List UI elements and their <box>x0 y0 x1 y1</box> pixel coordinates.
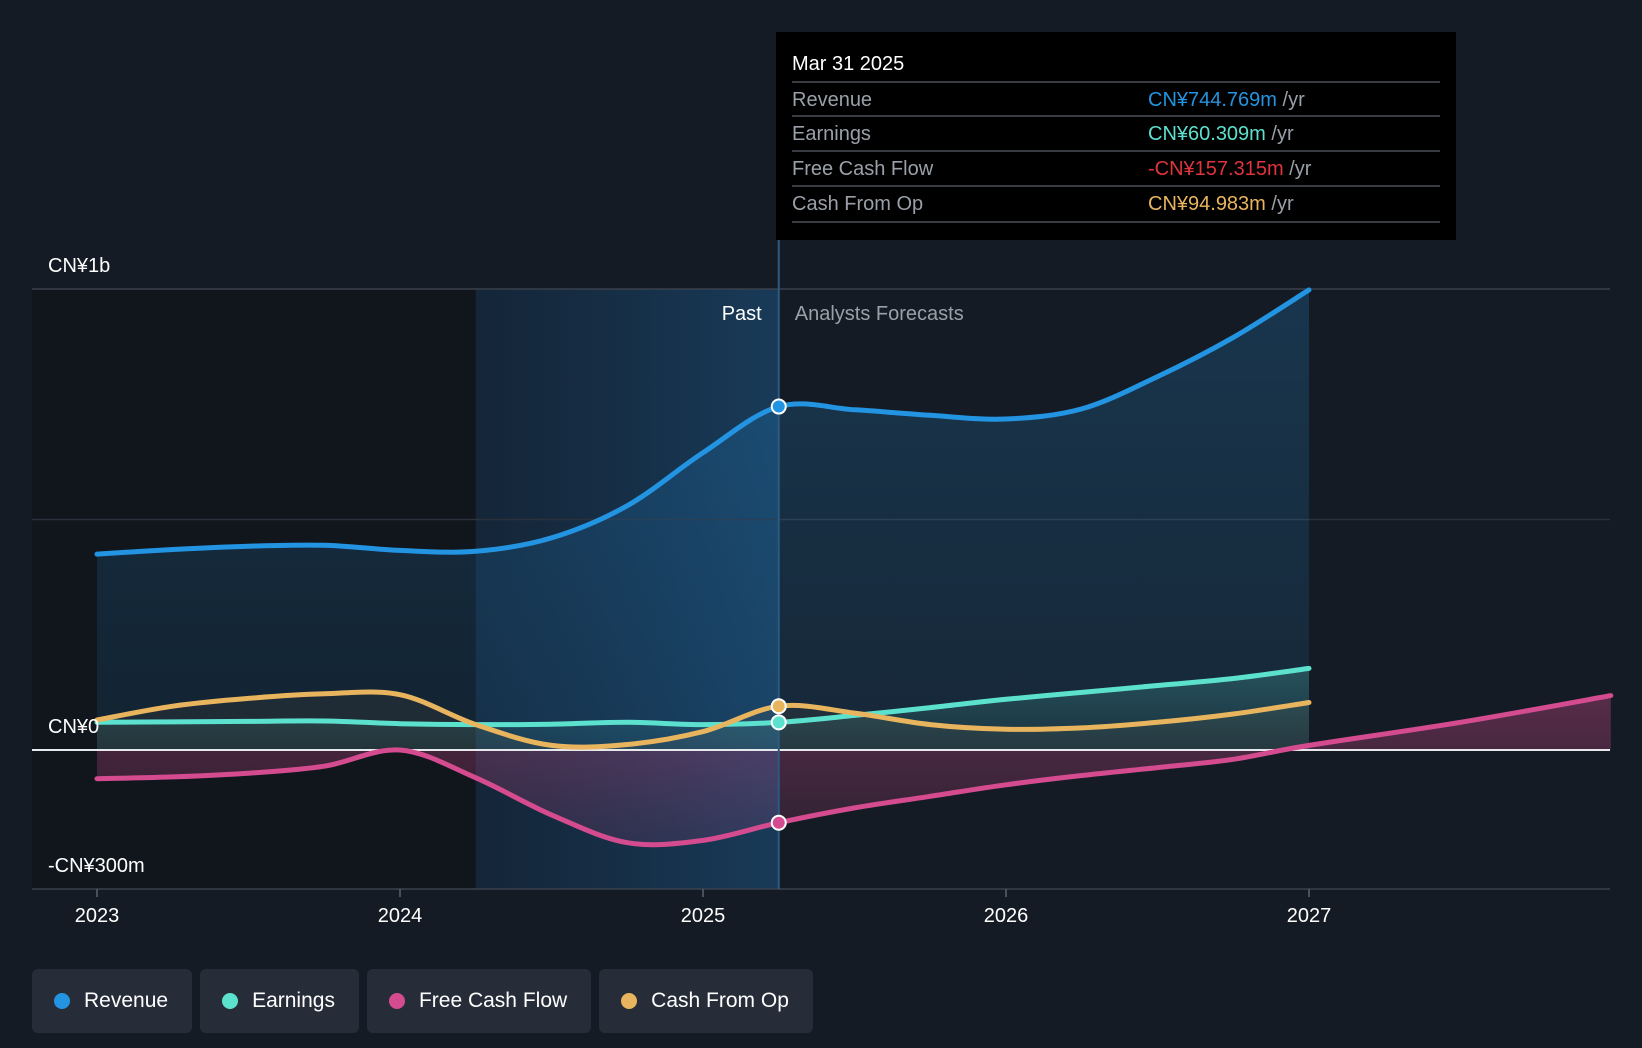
tooltip: Mar 31 2025 Revenue CN¥744.769m /yr Earnin… <box>776 32 1456 240</box>
legend-label: Free Cash Flow <box>418 989 568 1012</box>
cfo-marker[interactable] <box>770 698 787 715</box>
tooltip-row-label: Cash From Op <box>792 193 923 215</box>
fcf-area <box>97 695 1611 845</box>
y-tick-label-1b: CN¥1b <box>48 255 110 277</box>
legend-label: Revenue <box>84 989 169 1012</box>
y-tick-label-neg300m: -CN¥300m <box>48 855 145 877</box>
revenue-area <box>97 289 1309 750</box>
fcf-line <box>94 693 1614 848</box>
x-tick-label-2026: 2026 <box>984 905 1029 927</box>
legend-item-free-cash-flow[interactable]: Free Cash Flow <box>366 969 592 1033</box>
tooltip-value-unit: /yr <box>1266 193 1294 215</box>
tooltip-value-unit: /yr <box>1284 158 1312 180</box>
tooltip-row-label: Earnings <box>792 123 871 145</box>
cfo-area <box>97 691 1309 750</box>
tooltip-row-value: CN¥60.309m /yr <box>1148 123 1294 145</box>
tooltip-value-amount: -CN¥157.315m <box>1148 158 1284 180</box>
earnings-marker[interactable] <box>770 714 787 731</box>
revenue-line <box>94 287 1312 557</box>
legend: Revenue Earnings Free Cash Flow Cash Fro… <box>32 969 813 1033</box>
tooltip-date: Mar 31 2025 <box>792 53 904 75</box>
legend-item-earnings[interactable]: Earnings <box>200 969 359 1033</box>
tooltip-value-unit: /yr <box>1277 89 1305 111</box>
tooltip-box <box>776 32 1456 240</box>
fcf-marker[interactable] <box>770 814 787 831</box>
legend-label: Cash From Op <box>651 989 789 1012</box>
tooltip-row-value: CN¥744.769m /yr <box>1148 89 1305 111</box>
tooltip-row-value: CN¥94.983m /yr <box>1148 193 1294 215</box>
tooltip-row-label: Revenue <box>792 89 872 111</box>
revenue-dot-icon <box>54 993 70 1009</box>
tooltip-value-amount: CN¥744.769m <box>1148 89 1277 111</box>
x-tick-label-2027: 2027 <box>1287 905 1332 927</box>
free-cash-flow-dot-icon <box>388 993 405 1009</box>
forecast-label: Analysts Forecasts <box>795 303 964 325</box>
x-tick-label-2025: 2025 <box>681 905 726 927</box>
x-tick-label-2024: 2024 <box>378 905 423 927</box>
legend-item-revenue[interactable]: Revenue <box>32 969 193 1033</box>
tooltip-value-amount: CN¥94.983m <box>1148 193 1266 215</box>
earnings-dot-icon <box>222 993 239 1009</box>
cash-from-op-dot-icon <box>621 993 638 1009</box>
legend-label: Earnings <box>252 989 335 1012</box>
earnings-line <box>94 665 1312 728</box>
tooltip-row-label: Free Cash Flow <box>792 158 934 180</box>
legend-item-cash-from-op[interactable]: Cash From Op <box>599 969 813 1033</box>
past-label: Past <box>722 303 762 325</box>
tooltip-value-amount: CN¥60.309m <box>1148 123 1266 145</box>
revenue-marker[interactable] <box>770 398 787 415</box>
x-tick-label-2023: 2023 <box>75 905 120 927</box>
cfo-line <box>94 689 1312 750</box>
y-tick-label-zero: CN¥0 <box>48 716 99 738</box>
tooltip-value-unit: /yr <box>1266 123 1294 145</box>
tooltip-row-value: -CN¥157.315m /yr <box>1148 158 1312 180</box>
